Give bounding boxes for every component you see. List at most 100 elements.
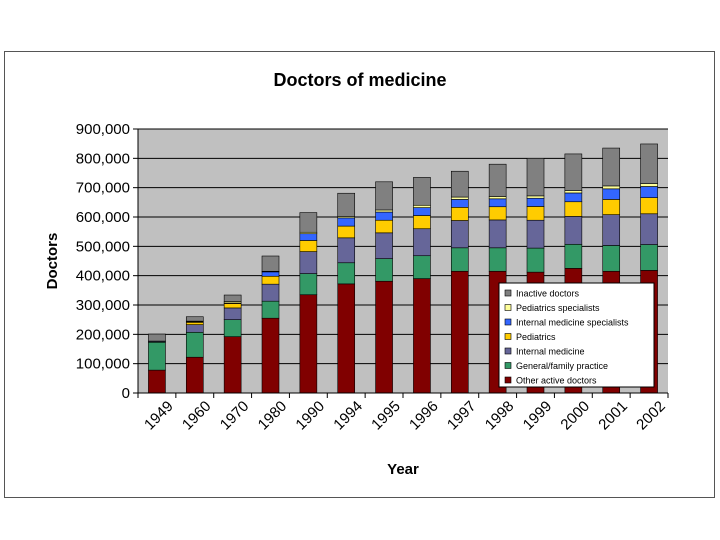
legend-entry: Inactive doctors <box>516 289 580 299</box>
bar-segment <box>450 199 469 208</box>
bar-segment <box>223 303 242 309</box>
bar-segment <box>299 233 318 241</box>
legend-swatch <box>504 376 512 384</box>
x-tick-label: 2002 <box>633 398 669 434</box>
bar-segment <box>299 294 318 394</box>
bar-segment <box>526 206 545 221</box>
y-tick-labels: 0 100,000 200,000 300,000 400,000 500,000 600,… <box>76 121 130 402</box>
x-tick-label: 1990 <box>292 398 328 434</box>
bar-segment <box>185 316 204 322</box>
bar-segment <box>488 247 507 272</box>
bar-segment <box>375 280 393 394</box>
y-tick-label: 900,000 <box>76 121 130 138</box>
bar-segment <box>223 336 242 394</box>
bar-segment <box>148 341 166 371</box>
bar-segment <box>602 214 621 246</box>
bar-segment <box>450 247 469 272</box>
bar-segment <box>640 183 658 187</box>
bar-segment <box>375 209 393 213</box>
bar-segment <box>602 185 621 190</box>
bar-segment <box>337 192 356 217</box>
y-axis-title: Doctors <box>44 233 61 290</box>
x-tick-label: 1996 <box>406 398 442 434</box>
bar-segment <box>450 170 469 198</box>
y-tick-label: 200,000 <box>76 326 130 343</box>
bar-segment <box>185 324 204 333</box>
bar-segment <box>640 213 658 245</box>
bar-segment <box>413 207 431 216</box>
legend-swatch <box>504 347 512 355</box>
legend-entry: General/family practice <box>516 361 608 371</box>
bar-segment <box>526 195 545 199</box>
bar-segment <box>299 273 318 296</box>
x-tick-label: 1994 <box>330 398 366 434</box>
bar-segment <box>488 206 507 221</box>
bar-segment <box>337 237 356 264</box>
x-tick-label: 1949 <box>141 398 177 434</box>
legend-entry: Pediatrics <box>516 332 556 342</box>
bar-segment <box>337 225 356 239</box>
bar-segment <box>299 251 318 274</box>
bar-segment <box>602 147 621 187</box>
x-tick-label: 1999 <box>520 398 556 434</box>
axes <box>133 128 669 398</box>
bar-segment <box>299 212 318 233</box>
bar-segment <box>148 369 166 394</box>
bar-segment <box>337 283 356 394</box>
bar-segment <box>261 271 280 277</box>
y-tick-label: 400,000 <box>76 268 130 285</box>
bar-segment <box>564 216 583 245</box>
bar-segment <box>488 198 507 208</box>
bar-segment <box>564 190 583 194</box>
bar-segment <box>261 255 280 272</box>
bar-segment <box>450 270 469 394</box>
bar-segment <box>450 220 469 249</box>
legend-entry: Internal medicine specialists <box>516 318 629 328</box>
y-tick-label: 500,000 <box>76 238 130 255</box>
x-tick-label: 2001 <box>595 398 631 434</box>
x-tick-label: 1980 <box>255 398 291 434</box>
bar-segment <box>602 188 621 200</box>
legend-swatch <box>504 333 512 340</box>
legend-swatch <box>504 362 512 369</box>
chart-title: Doctors of medicine <box>273 70 446 90</box>
bar-segment <box>299 240 318 252</box>
bar-segment <box>526 197 545 207</box>
bar-segment <box>526 219 545 249</box>
bar-segment <box>526 158 545 197</box>
bar-segment <box>223 319 242 337</box>
legend-entry: Pediatrics specialists <box>516 303 600 313</box>
bar-segment <box>375 258 393 282</box>
bar-segment <box>375 181 393 211</box>
bar-segment <box>450 196 469 200</box>
bar-segment <box>185 322 204 325</box>
bar-segment <box>488 219 507 249</box>
bar-segment <box>223 307 242 320</box>
legend-swatch <box>504 318 512 326</box>
legend-swatch <box>504 289 512 297</box>
bar-segment <box>602 199 621 215</box>
bar-segment <box>564 192 583 203</box>
x-tick-label: 1995 <box>368 398 404 434</box>
bar-segment <box>640 197 658 215</box>
bar-chart: Doctors of medicine 0 100,000 200,000 300,0… <box>44 70 669 478</box>
x-tick-labels: 1949 1960 1970 1980 1990 1994 1995 1996 1997 1998… <box>141 398 669 434</box>
legend-box <box>498 282 655 388</box>
bar-segment <box>413 228 431 257</box>
bar-segment <box>148 333 166 342</box>
bar-segment <box>640 186 658 198</box>
y-tick-label: 300,000 <box>76 297 130 314</box>
bar-segment <box>375 219 393 234</box>
bar-segment <box>337 217 356 227</box>
bar-segment <box>526 247 545 273</box>
x-axis-title: Year <box>387 461 419 478</box>
legend-entry: Internal medicine <box>516 347 585 357</box>
y-tick-label: 800,000 <box>76 150 130 167</box>
bar-segment <box>261 317 280 394</box>
bar-segment <box>261 275 280 285</box>
legend-entry: Other active doctors <box>516 376 597 386</box>
bar-segment <box>413 255 431 279</box>
bar-segment <box>564 201 583 217</box>
bar-segment <box>413 204 431 208</box>
bar-segment <box>602 245 621 272</box>
